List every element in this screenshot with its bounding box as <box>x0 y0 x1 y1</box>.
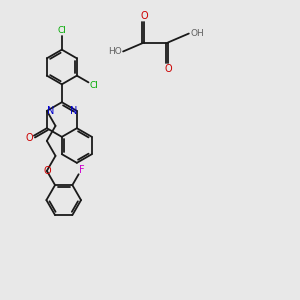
Text: O: O <box>43 166 51 176</box>
Text: HO: HO <box>108 47 122 56</box>
Text: O: O <box>164 64 172 74</box>
Text: N: N <box>70 106 77 116</box>
Text: F: F <box>79 165 84 175</box>
Text: N: N <box>47 106 54 116</box>
Text: O: O <box>26 134 33 143</box>
Text: O: O <box>140 11 148 21</box>
Text: Cl: Cl <box>89 81 98 90</box>
Text: Cl: Cl <box>57 26 66 35</box>
Text: OH: OH <box>190 29 204 38</box>
